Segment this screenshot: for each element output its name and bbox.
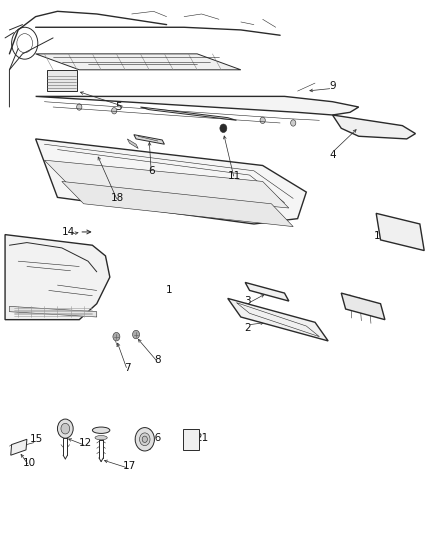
Circle shape xyxy=(142,436,148,442)
Circle shape xyxy=(133,330,140,339)
Text: 18: 18 xyxy=(111,193,124,204)
Ellipse shape xyxy=(95,435,107,440)
Circle shape xyxy=(140,433,150,446)
Circle shape xyxy=(77,104,82,110)
Text: 16: 16 xyxy=(149,433,162,443)
Text: 1: 1 xyxy=(166,286,172,295)
Circle shape xyxy=(135,427,154,451)
Polygon shape xyxy=(228,298,328,341)
Text: 4: 4 xyxy=(329,150,336,160)
Text: 12: 12 xyxy=(79,438,92,448)
Polygon shape xyxy=(35,139,306,224)
Text: 9: 9 xyxy=(329,81,336,91)
Text: 3: 3 xyxy=(244,296,251,306)
Polygon shape xyxy=(376,213,424,251)
Text: 6: 6 xyxy=(148,166,155,176)
Polygon shape xyxy=(134,135,164,144)
Polygon shape xyxy=(332,115,416,139)
Text: 14: 14 xyxy=(62,227,75,237)
Text: 15: 15 xyxy=(30,434,43,445)
Polygon shape xyxy=(35,54,241,70)
Polygon shape xyxy=(245,282,289,301)
Circle shape xyxy=(113,333,120,341)
Text: 5: 5 xyxy=(115,102,122,112)
Text: 13: 13 xyxy=(348,301,361,311)
Polygon shape xyxy=(44,160,289,208)
Polygon shape xyxy=(183,429,199,450)
Text: 19: 19 xyxy=(374,231,387,241)
Polygon shape xyxy=(62,181,293,227)
Circle shape xyxy=(61,423,70,434)
Polygon shape xyxy=(341,293,385,320)
Text: 8: 8 xyxy=(155,354,161,365)
Text: 2: 2 xyxy=(244,322,251,333)
Polygon shape xyxy=(46,70,77,91)
Circle shape xyxy=(112,108,117,114)
Polygon shape xyxy=(11,439,27,455)
Ellipse shape xyxy=(92,427,110,433)
Polygon shape xyxy=(141,107,237,120)
Text: 17: 17 xyxy=(123,461,136,471)
Polygon shape xyxy=(10,306,97,317)
Polygon shape xyxy=(5,235,110,320)
Text: 7: 7 xyxy=(124,362,131,373)
Circle shape xyxy=(220,124,227,133)
Text: 10: 10 xyxy=(22,458,35,468)
Polygon shape xyxy=(35,96,359,115)
Polygon shape xyxy=(127,139,138,149)
Circle shape xyxy=(290,120,296,126)
Text: 11: 11 xyxy=(228,171,241,181)
Text: 21: 21 xyxy=(195,433,208,443)
Circle shape xyxy=(260,117,265,124)
Circle shape xyxy=(57,419,73,438)
